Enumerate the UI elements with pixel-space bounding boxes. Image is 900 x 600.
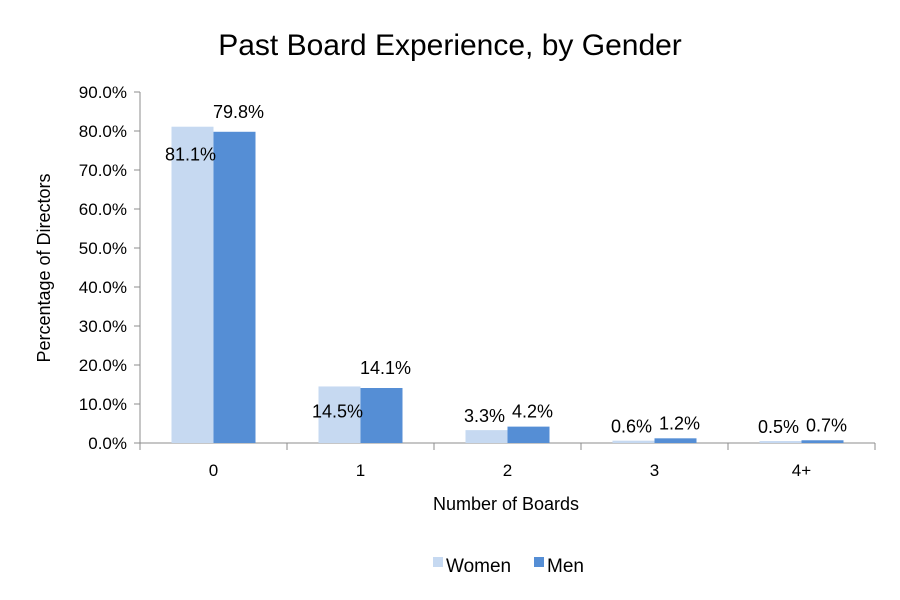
data-label-women: 81.1% xyxy=(165,145,216,165)
data-label-women: 3.3% xyxy=(464,406,505,426)
data-label-women: 14.5% xyxy=(312,401,363,421)
bar-men xyxy=(801,440,844,443)
bar-women xyxy=(171,126,214,444)
y-tick-label: 30.0% xyxy=(79,317,127,336)
x-axis-title: Number of Boards xyxy=(433,494,579,514)
y-tick-label: 70.0% xyxy=(79,161,127,180)
data-label-men: 79.8% xyxy=(213,102,264,122)
legend-swatch-men xyxy=(534,557,544,567)
data-label-men: 14.1% xyxy=(360,358,411,378)
legend: Women Men xyxy=(433,556,584,577)
x-tick-label: 0 xyxy=(209,461,218,480)
bar-men xyxy=(507,426,550,443)
bar-women xyxy=(465,430,508,443)
x-tick-label: 3 xyxy=(650,461,659,480)
bar-men xyxy=(213,131,256,443)
data-label-men: 1.2% xyxy=(659,413,700,433)
bar-men xyxy=(654,438,697,443)
legend-swatch-women xyxy=(433,557,443,567)
y-tick-label: 80.0% xyxy=(79,122,127,141)
y-tick-label: 20.0% xyxy=(79,356,127,375)
legend-label-women: Women xyxy=(446,556,511,577)
y-tick-label: 90.0% xyxy=(79,83,127,102)
data-label-men: 4.2% xyxy=(512,402,553,422)
legend-label-men: Men xyxy=(547,556,584,577)
bar-men xyxy=(360,388,403,443)
y-tick-label: 40.0% xyxy=(79,278,127,297)
x-tick-label: 2 xyxy=(503,461,512,480)
data-label-women: 0.5% xyxy=(758,417,799,437)
plot-area: 0.0% 10.0% 20.0% 30.0% 40.0% 50.0% 60.0% 70.0% 8… xyxy=(79,83,876,480)
chart-title: Past Board Experience, by Gender xyxy=(218,29,682,62)
y-tick-label: 50.0% xyxy=(79,239,127,258)
bar-women xyxy=(759,441,802,443)
y-axis-title: Percentage of Directors xyxy=(34,173,54,362)
x-tick-label: 1 xyxy=(356,461,365,480)
bar-women xyxy=(612,440,655,443)
y-tick-label: 10.0% xyxy=(79,395,127,414)
y-tick-label: 60.0% xyxy=(79,200,127,219)
data-label-women: 0.6% xyxy=(611,417,652,437)
bar-women xyxy=(318,386,361,443)
data-label-men: 0.7% xyxy=(806,415,847,435)
y-tick-label: 0.0% xyxy=(88,434,127,453)
x-tick-label: 4+ xyxy=(792,461,811,480)
